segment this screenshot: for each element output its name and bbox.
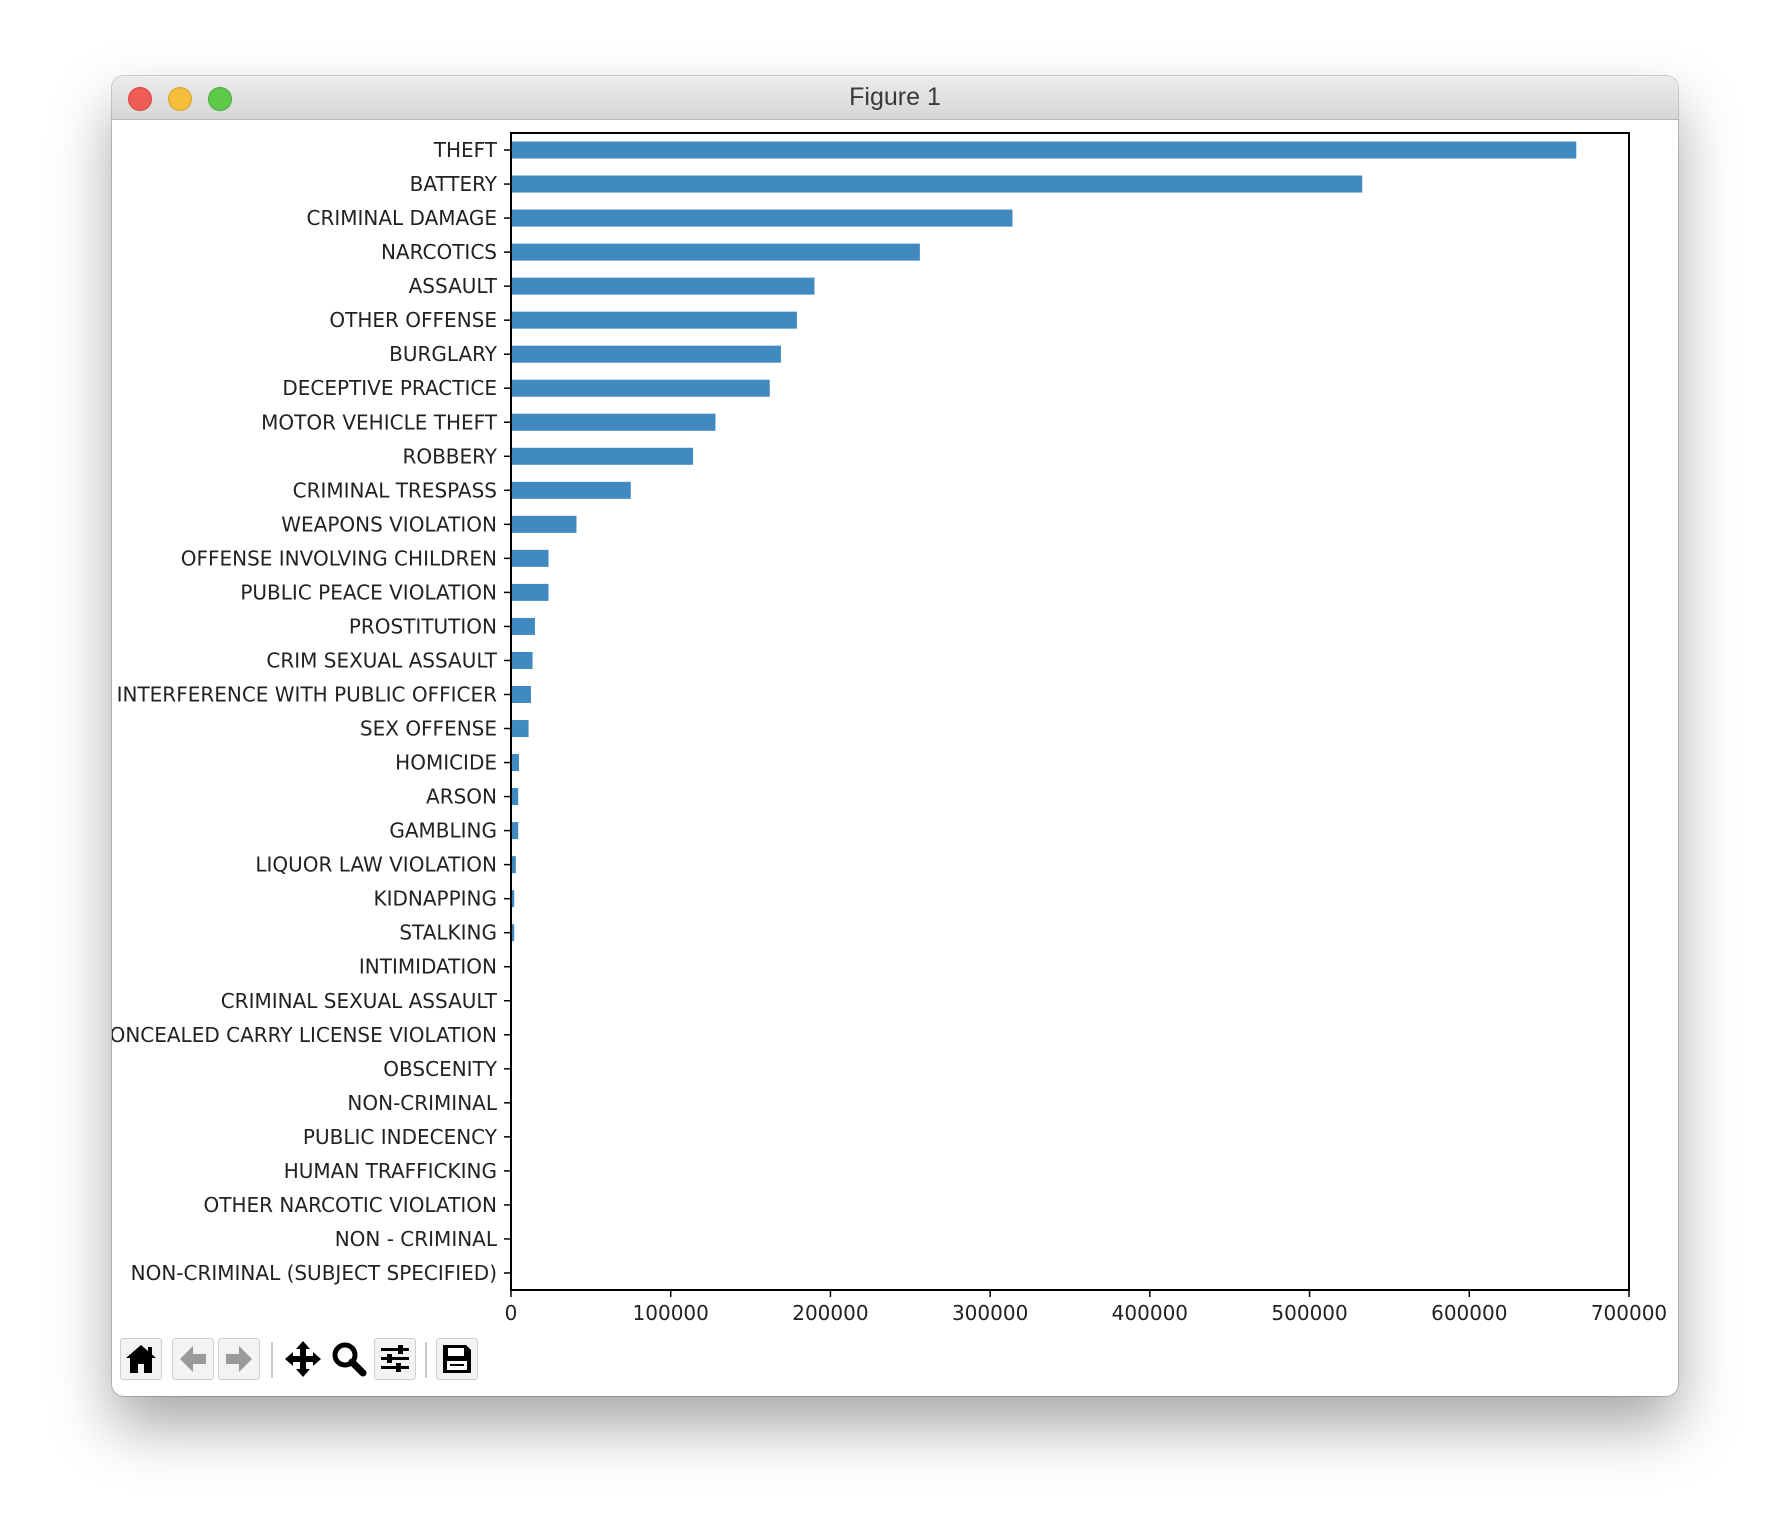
home-icon [126,1345,156,1373]
y-tick-label: OTHER OFFENSE [329,308,497,332]
bar [511,890,515,908]
y-tick-label: THEFT [433,138,498,162]
y-tick-label: PUBLIC PEACE VIOLATION [240,580,497,604]
y-tick-label: HUMAN TRAFFICKING [284,1159,497,1183]
y-tick-label: HOMICIDE [395,751,497,775]
pan-icon [285,1341,321,1377]
y-tick-label: CONCEALED CARRY LICENSE VIOLATION [112,1023,497,1047]
y-tick-label: PROSTITUTION [349,614,497,638]
y-tick-label: CRIMINAL DAMAGE [306,206,497,230]
zoom-icon [332,1342,367,1377]
bar [511,141,1577,159]
save-icon [443,1345,471,1373]
bar [511,788,519,806]
y-tick-label: INTERFERENCE WITH PUBLIC OFFICER [117,682,498,706]
x-tick-label: 200000 [792,1301,868,1325]
y-tick-label: NON-CRIMINAL [347,1091,497,1115]
bar [511,311,797,329]
close-button[interactable] [128,87,152,111]
y-tick-label: PUBLIC INDECENCY [303,1125,498,1149]
y-tick-label: CRIM SEXUAL ASSAULT [266,648,497,672]
y-tick-label: ARSON [426,785,497,809]
y-tick-label: KIDNAPPING [373,887,497,911]
y-tick-label: NON-CRIMINAL (SUBJECT SPECIFIED) [131,1261,497,1285]
bar [511,481,631,499]
y-tick-label: ROBBERY [402,444,497,468]
y-tick-label: WEAPONS VIOLATION [281,512,497,536]
x-tick-label: 0 [505,1301,518,1325]
y-tick-label: OFFENSE INVOLVING CHILDREN [181,546,497,570]
x-tick-label: 300000 [952,1301,1028,1325]
forward-button[interactable] [218,1338,260,1380]
forward-arrow-icon [226,1346,252,1372]
bar [511,447,694,465]
figure-window: Figure 1 THEFT BATTERY CRIMINAL DAMAGE NARC… [112,76,1678,1396]
maximize-button[interactable] [208,87,232,111]
bar [511,685,531,703]
configure-subplots-button[interactable] [374,1338,416,1380]
bar [511,277,815,295]
toolbar-separator [271,1342,273,1378]
navigation-toolbar [120,1338,680,1384]
bar [511,617,535,635]
bar [511,345,781,363]
y-tick-label: GAMBLING [389,819,497,843]
y-tick-label: DECEPTIVE PRACTICE [282,376,497,400]
y-tick-layer: THEFT BATTERY CRIMINAL DAMAGE NARCOTICS ASSA… [112,138,511,1285]
bar-chart: THEFT BATTERY CRIMINAL DAMAGE NARCOTICS ASSA… [112,132,1667,1325]
title-bar[interactable]: Figure 1 [112,76,1678,120]
bar [511,720,529,738]
y-tick-label: CRIMINAL SEXUAL ASSAULT [221,989,498,1013]
x-tick-layer: 0 100000 200000 300000 400000 500000 600000 700… [505,1290,1667,1325]
y-tick-label: SEX OFFENSE [360,717,497,741]
bar [511,549,549,567]
bar [511,209,1013,227]
zoom-button[interactable] [328,1338,370,1380]
y-tick-label: INTIMIDATION [359,955,497,979]
bar [511,379,770,397]
bar [511,515,577,533]
bar [511,175,1363,193]
bar [511,583,549,601]
x-tick-label: 500000 [1271,1301,1347,1325]
home-button[interactable] [120,1338,162,1380]
x-tick-label: 600000 [1431,1301,1507,1325]
bar [511,413,716,431]
bar [511,243,920,261]
y-tick-label: STALKING [399,921,497,945]
bars-layer [511,141,1577,1282]
configure-subplots-icon [381,1345,409,1372]
y-tick-label: OBSCENITY [383,1057,497,1081]
y-tick-label: ASSAULT [409,274,498,298]
y-tick-label: MOTOR VEHICLE THEFT [261,410,498,434]
bar [511,651,533,669]
x-tick-label: 400000 [1112,1301,1188,1325]
window-title: Figure 1 [849,83,941,111]
y-tick-label: BURGLARY [389,342,498,366]
bar [511,822,519,840]
x-tick-label: 700000 [1591,1301,1667,1325]
toolbar-separator [425,1342,427,1378]
bar [511,754,519,772]
y-tick-label: CRIMINAL TRESPASS [293,478,497,502]
y-tick-label: NARCOTICS [381,240,497,264]
y-tick-label: BATTERY [410,172,498,196]
x-tick-label: 100000 [633,1301,709,1325]
save-button[interactable] [436,1338,478,1380]
back-button[interactable] [172,1338,214,1380]
pan-button[interactable] [282,1338,324,1380]
bar [511,924,515,942]
minimize-button[interactable] [168,87,192,111]
y-tick-label: LIQUOR LAW VIOLATION [255,853,497,877]
back-arrow-icon [180,1346,206,1372]
axes-frame [510,132,1630,1291]
bar [511,856,516,874]
y-tick-label: NON - CRIMINAL [335,1227,498,1251]
y-tick-label: OTHER NARCOTIC VIOLATION [204,1193,497,1217]
